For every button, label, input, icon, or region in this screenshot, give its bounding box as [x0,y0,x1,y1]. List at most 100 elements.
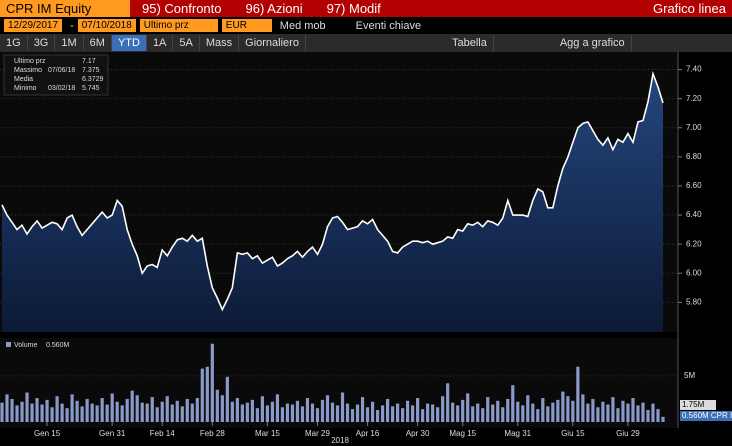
x-tick-label: Giu 15 [561,429,585,438]
volume-bar [606,404,610,422]
volume-bar [451,402,455,422]
menu-item[interactable]: 95) Confronto [142,1,222,16]
field[interactable]: Ultimo prz [139,19,218,32]
y-tick-label: 7.40 [686,65,702,74]
volume-bar [45,399,49,422]
table-button[interactable]: Tabella [446,35,494,51]
range-button[interactable]: 1G [0,35,28,51]
legend-name: Minimo [14,85,37,92]
legend-name: Media [14,76,33,83]
volume-bar [365,407,370,422]
y-tick-label: 6.60 [686,181,702,190]
volume-bar [150,397,154,422]
volume-bar [305,398,310,422]
volume-bar [531,403,535,422]
range-bar: 1G 3G 1M 6M YTD 1A 5A Mass Giornaliero Tabella … [0,34,732,52]
volume-bar [385,398,390,422]
volume-bar [406,400,410,422]
x-tick-label: Mag 15 [449,429,476,438]
volume-bar [355,404,360,422]
volume-bar [566,396,570,422]
range-button[interactable]: 3G [28,35,56,51]
volume-bar [421,409,425,422]
volume-bar [661,416,665,422]
volume-bar [471,406,475,422]
volume-bar [411,405,415,422]
moving-average[interactable]: Med mob [279,19,326,32]
key-events[interactable]: Eventi chiave [355,19,422,32]
add-button[interactable]: Agg a grafico [554,35,632,51]
volume-bar [100,398,104,422]
volume-bar [250,399,254,422]
volume-bar [506,398,510,422]
volume-bar [265,405,270,422]
volume-bar [90,403,94,422]
volume-bar [461,399,465,422]
volume-bar [601,401,605,422]
volume-legend-value: 0.560M [46,342,70,349]
volume-bar [240,404,244,422]
volume-bar [0,402,4,422]
volume-bar [335,405,340,422]
volume-bar [511,385,515,422]
volume-bar [80,406,84,422]
volume-bar [436,407,440,422]
x-tick-label: Apr 16 [356,429,380,438]
title-bar: CPR IM Equity 95) Confronto 96) Azioni 9… [0,0,732,17]
range-button[interactable]: Mass [200,35,240,51]
volume-bar [180,406,184,422]
menu-item[interactable]: 96) Azioni [245,1,303,16]
x-tick-label: Mar 15 [255,429,280,438]
volume-bar [626,403,630,422]
volume-tag: 1.75M [682,400,705,409]
range-button[interactable]: 1A [147,35,174,51]
volume-bar [115,401,119,422]
legend-swatch [6,342,11,347]
volume-bar [20,401,24,422]
period[interactable]: Giornaliero [239,35,306,51]
x-tick-label: Gen 15 [34,429,61,438]
volume-bar [466,393,470,422]
legend-value: 6.3729 [82,76,104,83]
range-buttons: 1G 3G 1M 6M YTD 1A 5A Mass [0,35,240,51]
volume-bar [110,393,114,422]
volume-bar [55,396,59,422]
end-date[interactable]: 07/10/2018 [77,19,136,32]
start-date[interactable]: 12/29/2017 [4,19,63,32]
range-button[interactable]: YTD [111,35,147,51]
legend-value: 7.17 [82,58,96,65]
range-button[interactable]: 6M [84,35,112,51]
x-tick-label: Feb 14 [150,429,175,438]
volume-bar [235,398,239,422]
volume-bar [390,406,395,422]
volume-bar [516,401,520,422]
volume-bar [446,383,450,422]
volume-bar [5,394,9,422]
volume-bar [521,405,525,422]
volume-bar [280,407,285,422]
volume-bar [345,403,350,422]
volume-bar [561,391,565,422]
volume-bar [40,404,44,422]
volume-bar [275,394,280,422]
volume-bar [370,401,375,422]
volume-bar [491,404,495,422]
volume-bar [631,398,635,422]
range-button[interactable]: 5A [173,35,200,51]
security[interactable]: CPR IM Equity [0,0,130,17]
volume-bar [395,403,400,422]
legend-date: 03/02/18 [48,85,75,92]
currency[interactable]: EUR [221,19,272,32]
volume-bar [105,404,109,422]
volume-bar [125,398,129,422]
settings-bar: 12/29/2017 - 07/10/2018 Ultimo prz EUR M… [0,17,732,34]
year-label: 2018 [331,436,349,445]
volume-bar [656,409,660,422]
volume-bar [611,397,615,422]
x-tick-label: Mar 29 [305,429,330,438]
volume-bar [401,408,405,422]
range-button[interactable]: 1M [55,35,84,51]
menu-item[interactable]: 97) Modif [326,1,381,16]
volume-bar [431,404,435,422]
y-tick-label: 6.40 [686,210,702,219]
